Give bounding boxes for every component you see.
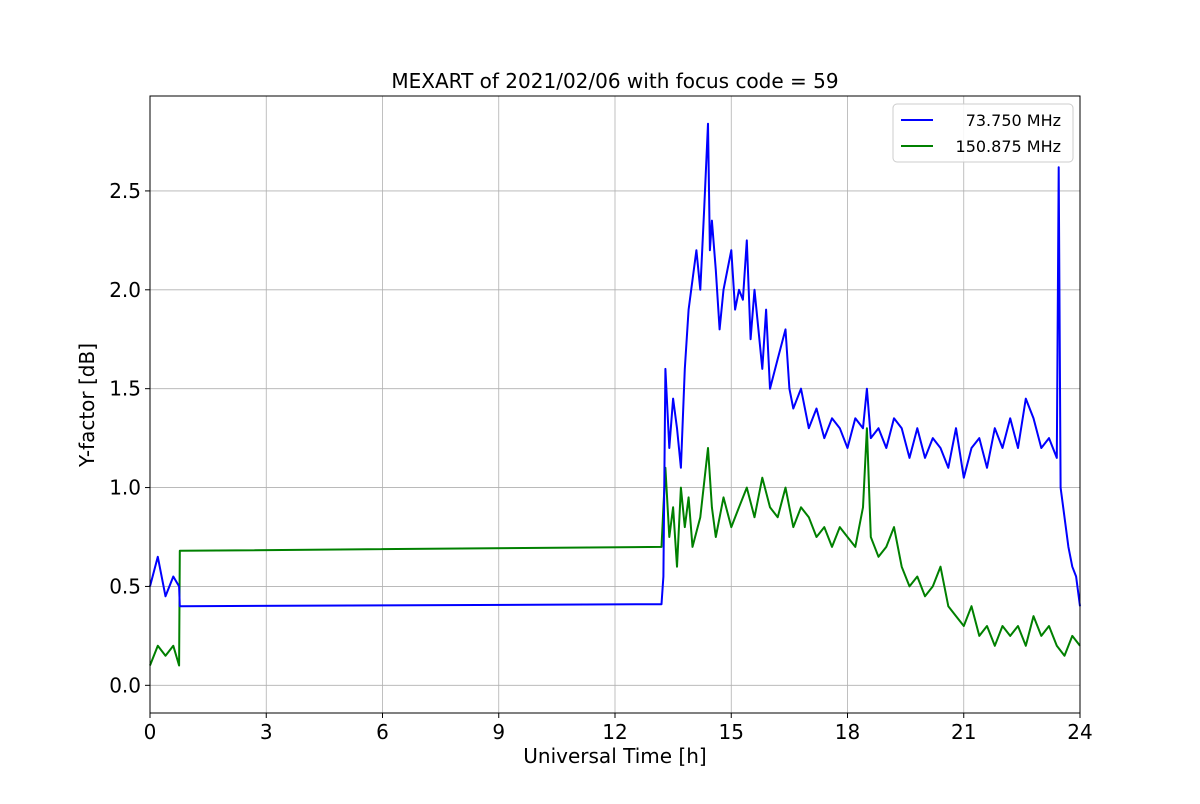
y-tick-label: 0.5: [109, 574, 141, 598]
legend: 73.750 MHz 150.875 MHz: [892, 103, 1074, 163]
series-line-150-875-mhz: [149, 427, 1081, 667]
chart-title: MEXART of 2021/02/06 with focus code = 5…: [391, 69, 838, 93]
y-tick-label: 2.0: [109, 278, 141, 302]
series-line-73-750-mhz: [149, 122, 1081, 608]
legend-label: 73.750 MHz: [966, 111, 1061, 130]
x-tick-label: 21: [951, 720, 976, 744]
y-tick-label: 0.0: [109, 673, 141, 697]
x-tick-label: 6: [376, 720, 389, 744]
x-tick-label: 24: [1067, 720, 1092, 744]
x-tick-label: 9: [492, 720, 505, 744]
y-tick-label: 2.5: [109, 179, 141, 203]
y-axis-label: Y-factor [dB]: [75, 343, 99, 468]
x-tick-label: 15: [719, 720, 744, 744]
y-tick-label: 1.5: [109, 377, 141, 401]
series-layer: [149, 122, 1081, 667]
x-axis-label: Universal Time [h]: [523, 744, 706, 768]
y-tick-label: 1.0: [109, 476, 141, 500]
x-tick-label: 12: [602, 720, 627, 744]
x-tick-label: 18: [835, 720, 860, 744]
x-tick-label: 3: [260, 720, 273, 744]
tick-layer: 0 3 6 9 12 15 18 21 24 0.0 0.5 1.0 1.5 2.0 2.5: [109, 179, 1093, 744]
legend-label: 150.875 MHz: [956, 137, 1061, 156]
legend-box: [892, 103, 1074, 163]
grid-layer: [149, 96, 1081, 713]
x-tick-label: 0: [144, 720, 157, 744]
